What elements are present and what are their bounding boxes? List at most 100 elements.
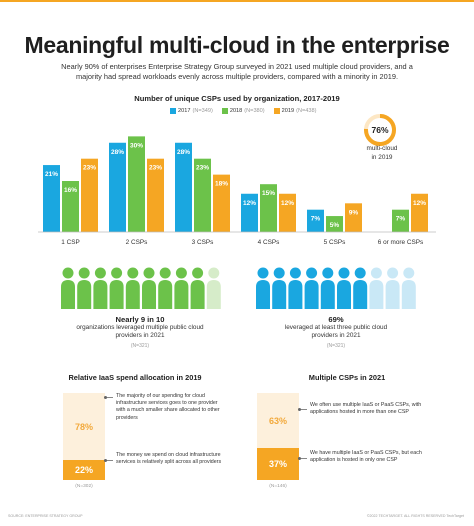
legend-swatch [221, 108, 228, 114]
person-icon [93, 267, 108, 309]
legend-swatch [273, 108, 280, 114]
bar-2019-6-or-more-csps [411, 193, 428, 232]
bar-2019-3-csps [213, 174, 230, 232]
stat-left-big: Nearly 9 in 10 [115, 315, 165, 324]
bar-2018-5-csps [326, 216, 343, 232]
bar-2019-4-csps [279, 193, 296, 232]
bar-chart-title: Number of unique CSPs used by organizati… [134, 94, 340, 103]
bar-value-label: 30% [130, 142, 143, 149]
bar-2019-5-csps [345, 203, 362, 232]
page-title: Meaningful multi-cloud in the enterprise [24, 32, 450, 58]
stat-left-line1: organizations leveraged multiple public … [76, 324, 204, 331]
person-icon [61, 267, 75, 309]
bar-2017-2-csps [109, 142, 126, 232]
legend-n: (N=438) [296, 108, 317, 114]
connector-line [105, 397, 113, 398]
legend-item-2017: 2017 (N=349) [170, 108, 213, 114]
stat-left-line2: providers in 2021 [115, 332, 165, 339]
connector-dot [104, 396, 107, 399]
bar-2017-1-csp [43, 165, 60, 232]
person-icon [288, 267, 303, 309]
person-icon [109, 267, 124, 309]
stat-left: Nearly 9 in 10 organizations leveraged m… [50, 316, 230, 350]
bar-value-label: 9% [349, 209, 359, 216]
legend-swatch [170, 108, 176, 114]
legend-item-2019: 2019 (N=438) [273, 108, 317, 114]
bar-value-label: 7% [311, 216, 321, 223]
bar-value-label: 16% [64, 187, 77, 194]
person-icon [190, 267, 205, 309]
connector-line [105, 460, 113, 461]
person-icon [256, 267, 270, 309]
x-tick-label: 3 CSPs [192, 239, 214, 246]
person-icon [158, 267, 173, 309]
ring-caption-line2: in 2019 [371, 153, 393, 161]
bar-value-label: 28% [111, 149, 124, 156]
connector-dot [104, 459, 107, 462]
bar-value-label: 12% [243, 200, 256, 207]
footer-source: SOURCE: ENTERPRISE STRATEGY GROUP [8, 514, 83, 518]
multi-csp-title: Multiple CSPs in 2021 [308, 373, 386, 382]
person-icon [142, 267, 156, 309]
bar-value-label: 12% [413, 200, 426, 207]
iaas-spend-title: Relative IaaS spend allocation in 2019 [68, 373, 202, 382]
csp-single-hosted-box: 37% [257, 448, 299, 480]
bar-value-label: 15% [262, 190, 275, 197]
stat-right-line1: leveraged at least three public cloud [284, 324, 388, 331]
bar-value-label: 23% [196, 165, 209, 172]
ring-arc [364, 114, 396, 146]
ring-value-label: 76% [371, 125, 388, 135]
stat-right: 69% leveraged at least three public clou… [246, 316, 426, 350]
csp-multi-hosted-note: We often use multiple IaaS or PaaS CSPs,… [310, 402, 422, 416]
legend-n: (N=349) [192, 108, 213, 114]
footer-rights: ©2022 TECHTARGET. ALL RIGHTS RESERVED Te… [366, 514, 464, 518]
bar-2018-4-csps [260, 184, 277, 232]
bar-2018-1-csp [62, 181, 79, 232]
bar-value-label: 18% [215, 181, 228, 188]
legend-label: 2018 [229, 108, 243, 114]
ring-caption: multi-cloud in 2019 [351, 145, 413, 162]
x-tick-label: 2 CSPs [126, 239, 148, 246]
bar-value-label: 23% [149, 165, 162, 172]
iaas-majority-box: 78% [63, 393, 105, 460]
people-row-right [256, 267, 416, 309]
page-subtitle: Nearly 90% of enterprises Enterprise Str… [61, 62, 413, 81]
person-icon [174, 267, 189, 309]
person-icon [125, 267, 140, 309]
person-icon [353, 267, 368, 309]
people-row-left [61, 267, 221, 309]
bar-value-label: 5% [330, 222, 340, 229]
person-icon [337, 267, 351, 309]
x-tick-label: 4 CSPs [258, 239, 280, 246]
stat-right-line2: providers in 2021 [311, 332, 361, 339]
stat-left-note: (N=321) [130, 343, 150, 349]
bar-value-label: 28% [177, 149, 190, 156]
person-icon [401, 267, 416, 309]
legend-n: (N=380) [244, 108, 265, 114]
bar-2018-3-csps [194, 158, 211, 232]
iaas-split-box: 22% [63, 460, 105, 480]
iaas-split-note: The money we spend on cloud infrastructu… [116, 452, 222, 466]
legend-label: 2019 [281, 108, 295, 114]
person-icon [385, 267, 400, 309]
person-icon [320, 267, 335, 309]
stat-right-note: (N=321) [326, 343, 346, 349]
bar-value-label: 7% [396, 216, 406, 223]
top-accent-rule [0, 0, 474, 2]
bar-2018-2-csps [128, 136, 145, 232]
bar-2017-4-csps [241, 193, 258, 232]
person-icon [369, 267, 384, 309]
connector-line [299, 458, 307, 459]
x-tick-label: 6 or more CSPs [378, 239, 423, 246]
x-tick-label: 1 CSP [61, 239, 79, 246]
connector-dot [298, 408, 301, 411]
person-icon [77, 267, 92, 309]
iaas-majority-note: The majority of our spending for cloud i… [116, 393, 220, 421]
iaas-n: (N=302) [75, 484, 93, 489]
x-tick-label: 5 CSPs [324, 239, 346, 246]
stat-right-big: 69% [328, 315, 344, 324]
person-icon [206, 267, 221, 309]
bar-2018-6-or-more-csps [392, 209, 409, 232]
bar-value-label: 21% [45, 171, 58, 178]
